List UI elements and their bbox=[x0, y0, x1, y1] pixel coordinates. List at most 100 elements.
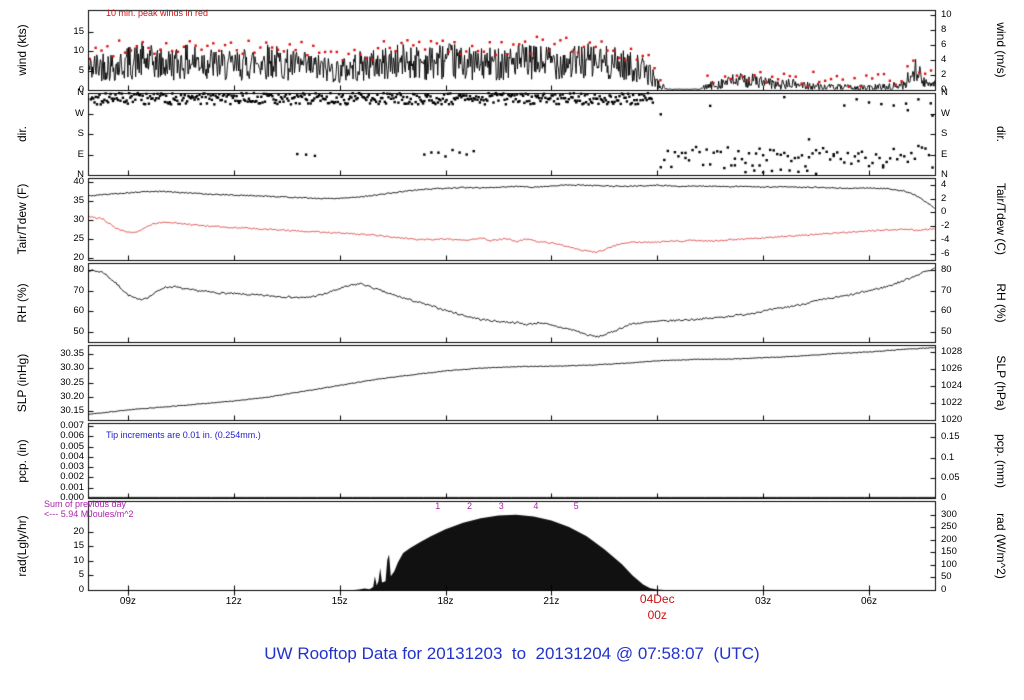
axis-label-right-rad: rad (W/m^2) bbox=[994, 512, 1008, 579]
rad-cumulative-marker: 4 bbox=[533, 501, 539, 511]
rad-cumulative-marker: 1 bbox=[435, 501, 441, 511]
y-tick-right-temp: -4 bbox=[941, 233, 950, 245]
axis-label-right-slp: SLP (hPa) bbox=[994, 354, 1008, 411]
y-tick-left-rad: 0 bbox=[78, 584, 84, 595]
y-tick-right-wind: 6 bbox=[941, 38, 947, 50]
axis-label-left-rad: rad(Lgly/hr) bbox=[15, 514, 29, 577]
x-tick-date-label: 04Dec bbox=[639, 592, 675, 606]
rad-annotation: Sum of previous day bbox=[44, 499, 127, 509]
chart-title: UW Rooftop Data for 20131203 to 20131204… bbox=[264, 644, 760, 663]
y-tick-right-temp: 0 bbox=[941, 206, 947, 218]
y-tick-right-rad: 300 bbox=[941, 508, 957, 520]
y-tick-right-temp: -2 bbox=[941, 220, 950, 232]
y-tick-left-temp: 40 bbox=[73, 175, 84, 187]
y-tick-left-wind: 10 bbox=[73, 45, 84, 57]
y-tick-right-pcp: 0 bbox=[941, 492, 947, 503]
y-tick-left-dir: W bbox=[75, 107, 84, 119]
y-tick-left-pcp: 0.000 bbox=[60, 492, 84, 503]
y-tick-right-temp: 2 bbox=[941, 192, 947, 204]
y-tick-right-dir: E bbox=[941, 148, 948, 160]
x-tick-label: 15z bbox=[331, 596, 348, 607]
y-tick-left-rh: 60 bbox=[73, 305, 84, 317]
y-tick-left-pcp: 0.002 bbox=[60, 471, 84, 483]
y-tick-left-slp: 30.20 bbox=[60, 390, 84, 402]
y-tick-left-pcp: 0.004 bbox=[60, 450, 84, 462]
axis-label-left-dir: dir. bbox=[15, 125, 29, 143]
y-tick-right-slp: 1024 bbox=[941, 379, 963, 391]
y-tick-left-temp: 30 bbox=[73, 213, 84, 225]
y-tick-right-dir: W bbox=[941, 107, 950, 119]
y-tick-right-rh: 80 bbox=[941, 264, 952, 276]
y-tick-right-rad: 250 bbox=[941, 521, 957, 533]
y-tick-left-rh: 70 bbox=[73, 284, 84, 296]
y-tick-left-dir: E bbox=[77, 148, 84, 160]
y-tick-left-temp: 35 bbox=[73, 194, 84, 206]
y-tick-left-dir: N bbox=[77, 169, 84, 180]
axis-label-right-temp: Tair/Tdew (C) bbox=[994, 182, 1008, 256]
y-tick-right-rad: 100 bbox=[941, 558, 957, 570]
y-tick-right-rh: 70 bbox=[941, 284, 952, 296]
rad-cumulative-marker: 2 bbox=[466, 501, 473, 511]
y-tick-right-dir: N bbox=[941, 87, 948, 98]
y-tick-right-pcp: 0.1 bbox=[941, 451, 955, 463]
y-tick-right-dir: N bbox=[941, 169, 948, 180]
y-tick-left-rh: 50 bbox=[73, 325, 84, 337]
y-tick-right-rad: 0 bbox=[941, 584, 947, 595]
x-tick-label: 06z bbox=[860, 596, 878, 607]
y-tick-right-wind: 0 bbox=[941, 84, 947, 95]
rad-annotation: <--- 5.94 MJoules/m^2 bbox=[44, 509, 134, 519]
axis-label-left-rh: RH (%) bbox=[15, 282, 29, 323]
axis-label-left-pcp: pcp. (in) bbox=[15, 438, 29, 483]
y-tick-left-dir: S bbox=[77, 128, 84, 139]
y-tick-right-pcp: 0.15 bbox=[941, 431, 960, 443]
y-tick-left-wind: 0 bbox=[78, 84, 84, 95]
y-tick-left-temp: 20 bbox=[73, 252, 84, 264]
y-tick-right-wind: 10 bbox=[941, 8, 952, 20]
axis-label-left-temp: Tair/Tdew (F) bbox=[15, 183, 29, 255]
y-tick-left-rad: 15 bbox=[73, 540, 84, 552]
y-tick-left-wind: 5 bbox=[78, 64, 84, 76]
y-tick-left-pcp: 0.007 bbox=[60, 420, 84, 432]
x-tick-label: 21z bbox=[543, 596, 560, 607]
x-tick-label: 09z bbox=[119, 596, 136, 607]
y-tick-left-slp: 30.25 bbox=[60, 376, 84, 388]
x-tick-label: 03z bbox=[755, 596, 772, 607]
pcp-annotation: Tip increments are 0.01 in. (0.254mm.) bbox=[106, 430, 261, 440]
axis-label-right-rh: RH (%) bbox=[994, 282, 1008, 323]
x-tick-label: 12z bbox=[225, 596, 242, 607]
y-tick-left-rad: 20 bbox=[73, 525, 84, 537]
y-tick-left-rad: 5 bbox=[78, 569, 84, 581]
meteogram-plot-canvas bbox=[0, 0, 1024, 632]
y-tick-left-slp: 30.35 bbox=[60, 347, 84, 359]
y-tick-right-wind: 8 bbox=[941, 23, 947, 35]
y-tick-right-slp: 1020 bbox=[941, 413, 963, 425]
y-tick-right-wind: 2 bbox=[941, 68, 947, 80]
axis-label-left-wind: wind (kts) bbox=[15, 24, 29, 76]
x-tick-label: 00z bbox=[647, 608, 667, 622]
y-tick-right-rh: 60 bbox=[941, 305, 952, 317]
y-tick-left-slp: 30.30 bbox=[60, 362, 84, 374]
y-tick-left-temp: 25 bbox=[73, 233, 84, 245]
y-tick-right-temp: 4 bbox=[941, 178, 947, 190]
y-tick-right-pcp: 0.05 bbox=[941, 471, 960, 483]
y-tick-left-pcp: 0.005 bbox=[60, 440, 84, 452]
y-tick-right-rad: 50 bbox=[941, 571, 952, 583]
y-tick-right-rad: 200 bbox=[941, 533, 957, 545]
rad-cumulative-marker: 5 bbox=[573, 501, 579, 511]
y-tick-right-slp: 1028 bbox=[941, 345, 963, 357]
y-tick-left-wind: 15 bbox=[73, 25, 84, 37]
y-tick-right-rad: 150 bbox=[941, 546, 957, 558]
y-tick-right-slp: 1026 bbox=[941, 362, 963, 374]
wind-annotation: 10 min. peak winds in red bbox=[106, 8, 209, 18]
y-tick-right-slp: 1022 bbox=[941, 396, 963, 408]
y-tick-right-temp: -6 bbox=[941, 247, 950, 259]
y-tick-right-wind: 4 bbox=[941, 53, 947, 65]
axis-label-right-pcp: pcp. (mm) bbox=[994, 433, 1008, 488]
y-tick-left-pcp: 0.001 bbox=[60, 481, 84, 493]
axis-label-right-wind: wind (m/s) bbox=[994, 22, 1008, 78]
y-tick-right-dir: S bbox=[941, 128, 948, 139]
y-tick-right-rh: 50 bbox=[941, 325, 952, 337]
y-tick-left-pcp: 0.003 bbox=[60, 461, 84, 473]
y-tick-left-dir: N bbox=[77, 87, 84, 98]
